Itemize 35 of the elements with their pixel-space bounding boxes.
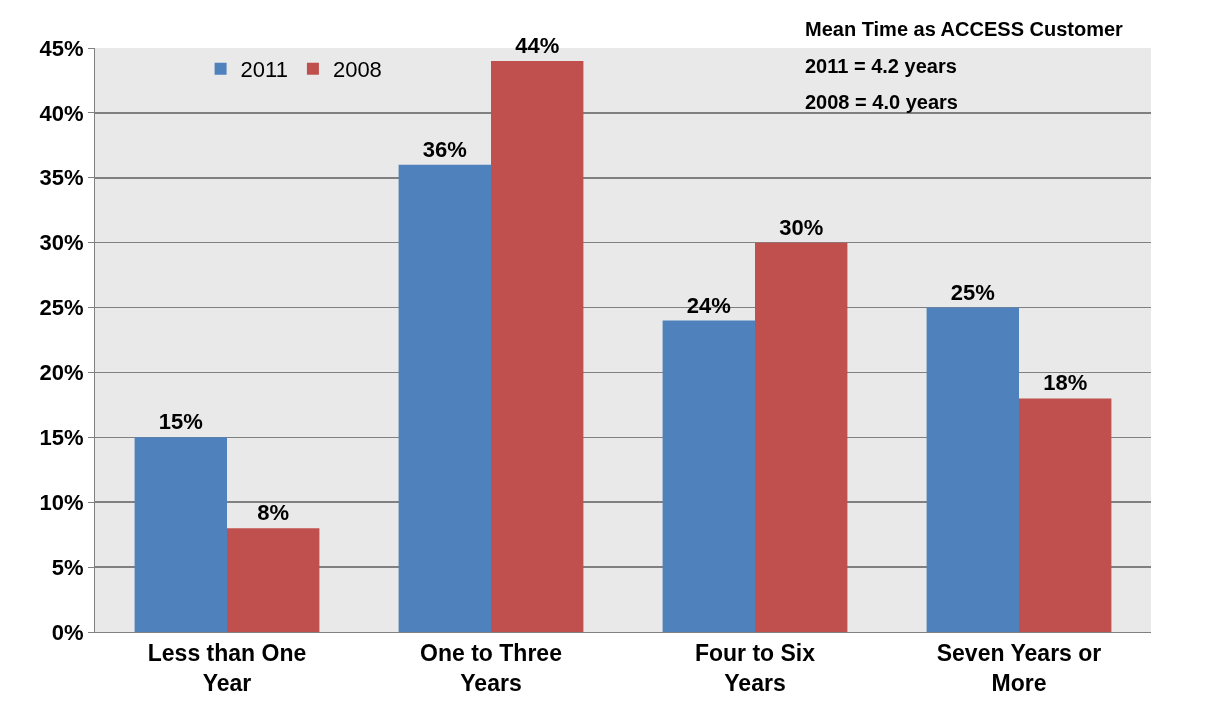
- bar: [491, 60, 584, 632]
- data-label: 36%: [422, 136, 467, 162]
- data-label: 25%: [950, 279, 995, 305]
- bar: [134, 437, 227, 632]
- bar: [662, 320, 755, 632]
- text: Mean Time as ACCESS Customer: [805, 18, 1124, 40]
- x-tick-label: Seven Years or More: [936, 639, 1102, 696]
- y-tick-label: 25%: [39, 295, 84, 321]
- data-label: 8%: [257, 500, 290, 526]
- data-label: 15%: [158, 409, 203, 435]
- y-tick-label: 5%: [51, 554, 84, 580]
- y-tick-label: 45%: [39, 35, 84, 61]
- y-tick-label: 35%: [39, 165, 84, 191]
- bar: [1019, 398, 1112, 632]
- annotation: 2008 = 4.0 years: [805, 91, 958, 113]
- annotation: 2011 = 4.2 years: [805, 55, 957, 77]
- bar: [227, 528, 320, 632]
- data-label: 18%: [1043, 370, 1088, 396]
- data-label: 24%: [686, 292, 731, 318]
- data-label: 44%: [515, 32, 560, 58]
- y-tick-label: 20%: [39, 360, 84, 386]
- x-tick-label: One to Three Years: [420, 639, 562, 696]
- y-tick-label: 30%: [39, 230, 84, 256]
- bar: [926, 307, 1019, 632]
- y-tick-label: 15%: [39, 425, 84, 451]
- y-tick-label: 10%: [39, 489, 84, 515]
- bar: [755, 242, 848, 632]
- data-label: 30%: [779, 214, 824, 240]
- y-tick-label: 0%: [51, 619, 84, 645]
- x-tick-label: Less than One Year: [147, 639, 307, 696]
- x-tick-label: Four to Six Years: [694, 639, 816, 696]
- legend-label: 2011: [240, 57, 288, 83]
- bar: [398, 164, 491, 632]
- legend-label: 2008: [332, 57, 382, 83]
- y-tick-label: 40%: [39, 100, 84, 126]
